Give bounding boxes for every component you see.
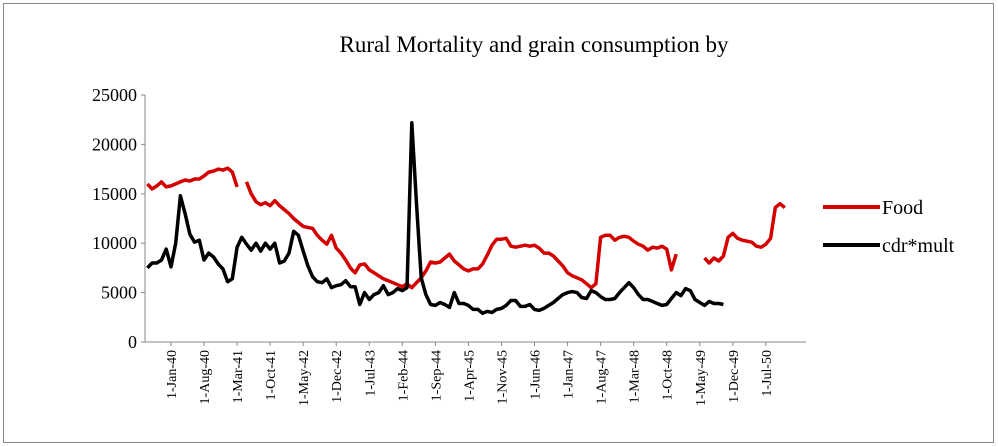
series-line (146, 120, 724, 316)
series-line (146, 166, 786, 290)
y-tick-label: 20000 (92, 134, 137, 154)
x-tick-label: 1-Apr-45 (462, 350, 477, 402)
y-tick-label: 10000 (92, 233, 137, 253)
x-tick-label: 1-Jan-40 (165, 350, 180, 399)
y-tick-label: 15000 (92, 184, 137, 204)
x-tick-label: 1-Mar-41 (231, 350, 246, 403)
x-tick-label: 1-Sep-44 (429, 350, 444, 401)
x-tick-label: 1-Feb-44 (396, 350, 411, 401)
x-tick-label: 1-May-49 (694, 350, 709, 406)
y-tick-label: 5000 (101, 283, 137, 303)
chart-border (3, 3, 994, 443)
x-tick-label: 1-Jul-43 (363, 350, 378, 397)
x-tick-label: 1-Nov-45 (495, 350, 510, 404)
y-tick-label: 0 (128, 332, 137, 352)
legend-label: cdr*mult (882, 235, 955, 257)
x-tick-label: 1-Dec-49 (727, 350, 742, 403)
x-tick-label: 1-Oct-41 (264, 350, 279, 401)
x-tick-label: 1-Aug-47 (595, 350, 610, 404)
y-tick-label: 25000 (92, 85, 137, 105)
x-tick-label: 1-Jul-50 (760, 350, 775, 397)
x-tick-label: 1-Dec-42 (330, 350, 345, 403)
x-tick-label: 1-Oct-48 (661, 350, 676, 401)
x-tick-label: 1-Jan-47 (562, 350, 577, 399)
chart-title: Rural Mortality and grain consumption by (339, 32, 729, 57)
x-tick-label: 1-May-42 (297, 350, 312, 406)
x-tick-label: 1-Mar-48 (628, 350, 643, 403)
x-tick-label: 1-Jun-46 (529, 350, 544, 400)
legend-label: Food (882, 197, 923, 219)
x-tick-label: 1-Aug-40 (198, 350, 213, 404)
